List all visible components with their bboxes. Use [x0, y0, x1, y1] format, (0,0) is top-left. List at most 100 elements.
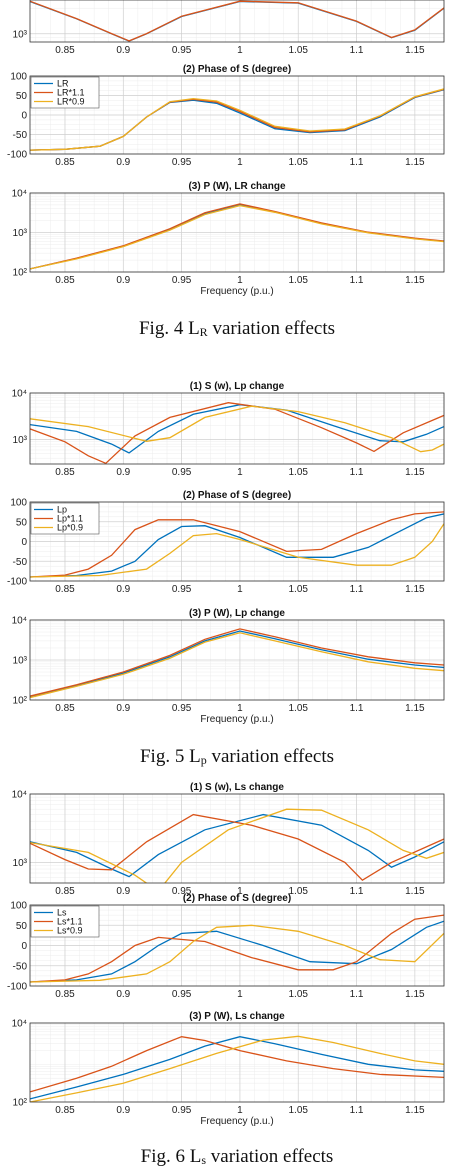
series-line-3	[30, 632, 444, 699]
y-tick-label: 10³	[13, 435, 28, 446]
y-tick-label: 10³	[13, 29, 28, 40]
x-tick-label: 0.85	[55, 703, 75, 714]
x-axis-label: Frequency (p.u.)	[200, 286, 273, 297]
series-line-3	[30, 88, 444, 151]
x-tick-label: 1.1	[350, 157, 364, 168]
chart-panel-8: 0.85 0.9 0.95 1 1.05 1.1 1.15 100 50 0 -50 -100 (2) …	[7, 893, 445, 1000]
x-tick-label: 0.85	[55, 45, 75, 56]
legend-entry: LR	[57, 79, 69, 89]
x-tick-label: 0.9	[116, 45, 130, 56]
x-tick-label: 0.85	[55, 989, 75, 1000]
legend-entry: Lp	[57, 505, 67, 515]
x-tick-label: 1.15	[405, 886, 425, 897]
x-tick-label: 1.1	[350, 989, 364, 1000]
series-line-3	[30, 405, 444, 453]
x-tick-label: 0.9	[116, 1105, 130, 1116]
caption-fig5-suffix: variation effects	[206, 746, 335, 767]
series-line-3	[30, 204, 444, 270]
chart-title: (1) S (w), Lp change	[190, 381, 285, 392]
x-tick-label: 1.05	[288, 275, 308, 286]
x-tick-label: 0.9	[116, 703, 130, 714]
series-line-2	[30, 628, 444, 697]
plot-area	[30, 794, 444, 883]
x-tick-label: 1	[237, 989, 243, 1000]
axes-frame	[29, 501, 445, 582]
series-line-2	[30, 203, 444, 270]
x-tick-label: 1.15	[405, 467, 425, 478]
legend-entry: LR*0.9	[57, 97, 85, 107]
chart-panel-4: 0.85 0.9 0.95 1 1.05 1.1 1.15 10⁴ 10³ (1) S (w), …	[12, 381, 445, 478]
x-tick-label: 1.05	[288, 584, 308, 595]
series-line-2	[30, 511, 444, 578]
y-tick-label: 0	[21, 111, 27, 122]
axes-frame	[29, 75, 445, 155]
caption-fig5-subscript: p	[200, 753, 207, 767]
chart-panel-5: 0.85 0.9 0.95 1 1.05 1.1 1.15 100 50 0 -50 -100 (2) …	[7, 490, 445, 595]
x-tick-label: 0.85	[55, 157, 75, 168]
y-tick-label: -100	[7, 577, 27, 588]
x-tick-label: 0.95	[172, 886, 192, 897]
x-tick-label: 1.15	[405, 703, 425, 714]
series-line-3	[30, 924, 444, 983]
x-tick-label: 1.1	[350, 584, 364, 595]
x-tick-label: 1.1	[350, 467, 364, 478]
chart-panel-9: 0.85 0.9 0.95 1 1.05 1.1 1.15 10⁴ 10² (3) P (W), …	[12, 1011, 445, 1127]
caption-fig4-prefix: Fig. 4 L	[138, 318, 200, 339]
legend-entry: Ls*1.1	[57, 917, 83, 927]
y-tick-label: 50	[16, 517, 28, 528]
axes-frame	[29, 793, 445, 884]
y-tick-label: 10⁴	[12, 790, 27, 801]
y-tick-label: -50	[13, 557, 28, 568]
x-tick-label: 0.95	[172, 45, 192, 56]
caption-fig6: Fig. 6 Ls variation effects	[0, 1146, 474, 1168]
chart-panel-1: 0.85 0.9 0.95 1 1.05 1.1 1.15 10³	[13, 0, 445, 56]
axes-frame	[29, 619, 445, 701]
y-tick-label: -50	[13, 130, 28, 141]
caption-fig4-subscript: R	[199, 325, 208, 339]
x-tick-label: 0.95	[172, 157, 192, 168]
chart-panel-6: 0.85 0.9 0.95 1 1.05 1.1 1.15 10⁴ 10³ 10² (3) P (W…	[12, 608, 445, 725]
plot-area	[30, 0, 444, 42]
x-tick-label: 1.15	[405, 275, 425, 286]
x-tick-label: 1.05	[288, 467, 308, 478]
x-tick-label: 0.95	[172, 1105, 192, 1116]
x-tick-label: 1.1	[350, 45, 364, 56]
y-tick-label: 10³	[13, 228, 28, 239]
x-tick-label: 1.15	[405, 584, 425, 595]
x-tick-label: 0.95	[172, 703, 192, 714]
series-line-3	[30, 523, 444, 578]
x-tick-label: 0.9	[116, 275, 130, 286]
legend-entry: Lp*0.9	[57, 523, 83, 533]
y-tick-label: 10⁴	[12, 616, 27, 627]
x-tick-label: 1	[237, 886, 243, 897]
chart-panel-7: 0.85 0.9 0.95 1 1.05 1.1 1.15 10⁴ 10³ (1) S (w), …	[12, 782, 445, 897]
chart-title: (2) Phase of S (degree)	[183, 64, 291, 75]
x-tick-label: 0.85	[55, 584, 75, 595]
caption-fig5: Fig. 5 Lp variation effects	[0, 746, 474, 768]
y-tick-label: 10²	[13, 268, 28, 279]
series-line-2	[30, 0, 444, 42]
y-tick-label: -50	[13, 961, 28, 972]
x-tick-label: 1.05	[288, 45, 308, 56]
chart-panel-2: 0.85 0.9 0.95 1 1.05 1.1 1.15 100 50 0 -50 -100 (2) …	[7, 64, 445, 168]
axes-frame	[29, 0, 445, 43]
y-tick-label: 10²	[13, 1098, 28, 1109]
chart-title: (1) S (w), Ls change	[190, 782, 284, 793]
x-tick-label: 0.95	[172, 275, 192, 286]
x-tick-label: 1.1	[350, 886, 364, 897]
x-tick-label: 0.85	[55, 1105, 75, 1116]
series-line-3	[30, 808, 444, 883]
series-line-1	[30, 513, 444, 578]
x-tick-label: 1	[237, 584, 243, 595]
chart-title: (2) Phase of S (degree)	[183, 893, 291, 904]
y-tick-label: 10³	[13, 656, 28, 667]
chart-title: (3) P (W), LR change	[188, 181, 285, 192]
axes-frame	[29, 392, 445, 465]
series-line-3	[30, 1035, 444, 1102]
x-axis-label: Frequency (p.u.)	[200, 1116, 273, 1127]
x-tick-label: 1	[237, 1105, 243, 1116]
caption-fig6-prefix: Fig. 6 L	[140, 1146, 202, 1167]
